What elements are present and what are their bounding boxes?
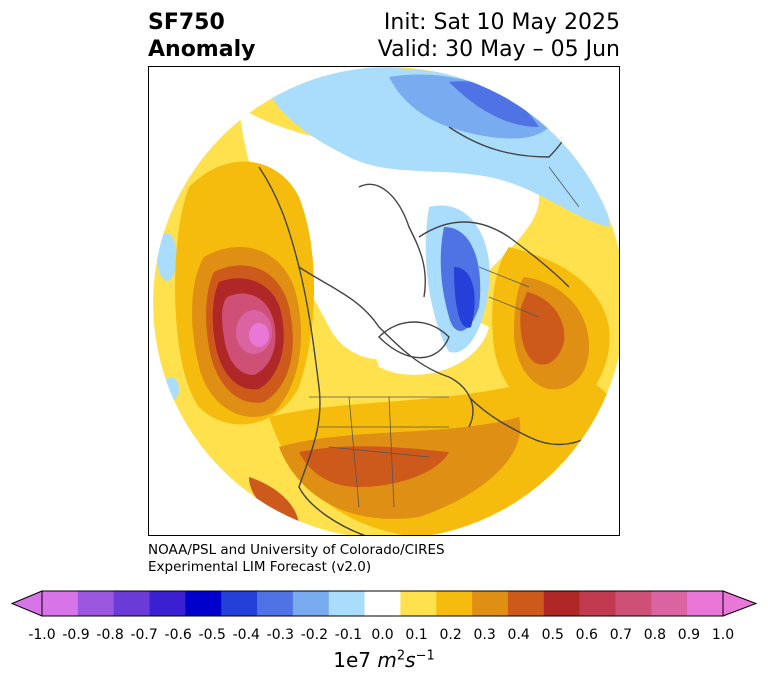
colorbar-tick-label: 0.5 bbox=[541, 627, 564, 643]
negative-anomaly-arctic-core bbox=[389, 74, 549, 139]
colorbar-swatch bbox=[400, 591, 437, 616]
negative-anomaly-arctic-peak bbox=[449, 81, 539, 127]
unit-m-exponent: 2 bbox=[396, 648, 406, 664]
colorbar-tick-label: 0.8 bbox=[643, 627, 667, 643]
colorbar-swatch bbox=[364, 591, 401, 616]
unit-s: s bbox=[405, 648, 416, 672]
colorbar-swatch bbox=[543, 591, 581, 616]
colorbar-tick-label: 0.3 bbox=[473, 627, 496, 643]
positive-anomaly-russia-core bbox=[520, 292, 565, 365]
unit-prefix: 1e7 bbox=[333, 648, 378, 672]
colorbar-tick-label: 0.4 bbox=[507, 627, 530, 643]
polar-stereographic-map bbox=[153, 67, 619, 535]
colorbar-tick-label: -0.4 bbox=[232, 627, 260, 643]
colorbar-swatch bbox=[687, 591, 724, 616]
colorbar-min-extension bbox=[10, 590, 43, 617]
map-title-right: Init: Sat 10 May 2025 Valid: 30 May – 05… bbox=[378, 9, 620, 63]
colorbar-tick-label: -0.5 bbox=[198, 627, 226, 643]
credit-line-1: NOAA/PSL and University of Colorado/CIRE… bbox=[148, 542, 445, 558]
unit-m: m bbox=[377, 648, 397, 672]
credit-text: NOAA/PSL and University of Colorado/CIRE… bbox=[148, 542, 445, 575]
colorbar-outline bbox=[41, 590, 724, 617]
colorbar-swatch bbox=[472, 591, 509, 616]
colorbar-tick-label: 0.6 bbox=[575, 627, 598, 643]
map-panel bbox=[148, 66, 620, 536]
colorbar-tick-label: -1.0 bbox=[28, 627, 56, 643]
colorbar-max-extension bbox=[722, 590, 758, 617]
colorbar-swatch bbox=[149, 591, 186, 616]
colorbar bbox=[10, 590, 758, 617]
variable-type: Anomaly bbox=[148, 37, 256, 62]
colorbar-tick-label: 0.1 bbox=[405, 627, 428, 643]
colorbar-swatch bbox=[42, 591, 79, 616]
negative-anomaly-small-2 bbox=[163, 377, 179, 401]
colorbar-tick-label: 0.0 bbox=[371, 627, 394, 643]
init-date: Init: Sat 10 May 2025 bbox=[383, 10, 620, 35]
colorbar-tick-label: -0.8 bbox=[96, 627, 124, 643]
colorbar-tick-label: 0.2 bbox=[439, 627, 462, 643]
colorbar-swatch bbox=[113, 591, 151, 616]
colorbar-tick-label: 0.9 bbox=[677, 627, 701, 643]
colorbar-tick-label: 0.7 bbox=[609, 627, 632, 643]
positive-anomaly-gulf bbox=[249, 477, 299, 527]
colorbar-swatch bbox=[185, 591, 222, 616]
colorbar-swatch bbox=[507, 591, 545, 616]
variable-name: SF750 bbox=[148, 10, 225, 35]
negative-anomaly-small-1 bbox=[157, 233, 177, 281]
colorbar-swatch bbox=[292, 591, 330, 616]
colorbar-swatch bbox=[436, 591, 473, 616]
positive-anomaly-pacific-peak bbox=[249, 323, 269, 347]
colorbar-tick-label: -0.3 bbox=[266, 627, 295, 643]
positive-anomaly-america-core bbox=[299, 446, 449, 487]
colorbar-tick-label: 1.0 bbox=[711, 627, 735, 643]
colorbar-tick-label: -0.9 bbox=[62, 627, 90, 643]
colorbar-tick-label: -0.2 bbox=[300, 627, 329, 643]
valid-range: Valid: 30 May – 05 Jun bbox=[377, 37, 620, 62]
colorbar-swatch bbox=[328, 591, 366, 616]
negative-anomaly-europe-core bbox=[454, 267, 475, 328]
colorbar-swatch bbox=[579, 591, 616, 616]
colorbar-tick-label: -0.7 bbox=[130, 627, 158, 643]
political-borders bbox=[309, 166, 580, 508]
colorbar-swatch bbox=[651, 591, 688, 616]
colorbar-unit-label: 1e7 m2s−1 bbox=[0, 648, 768, 672]
colorbar-swatch bbox=[257, 591, 294, 616]
map-title-left: SF750 Anomaly bbox=[148, 9, 255, 63]
unit-s-exponent: −1 bbox=[415, 648, 435, 664]
credit-line-2: Experimental LIM Forecast (v2.0) bbox=[148, 558, 372, 575]
colorbar-swatch bbox=[615, 591, 652, 616]
colorbar-tick-label: -0.1 bbox=[334, 627, 363, 643]
colorbar-tick-label: -0.6 bbox=[164, 627, 192, 643]
colorbar-swatch bbox=[221, 591, 258, 616]
colorbar-swatch bbox=[77, 591, 115, 616]
